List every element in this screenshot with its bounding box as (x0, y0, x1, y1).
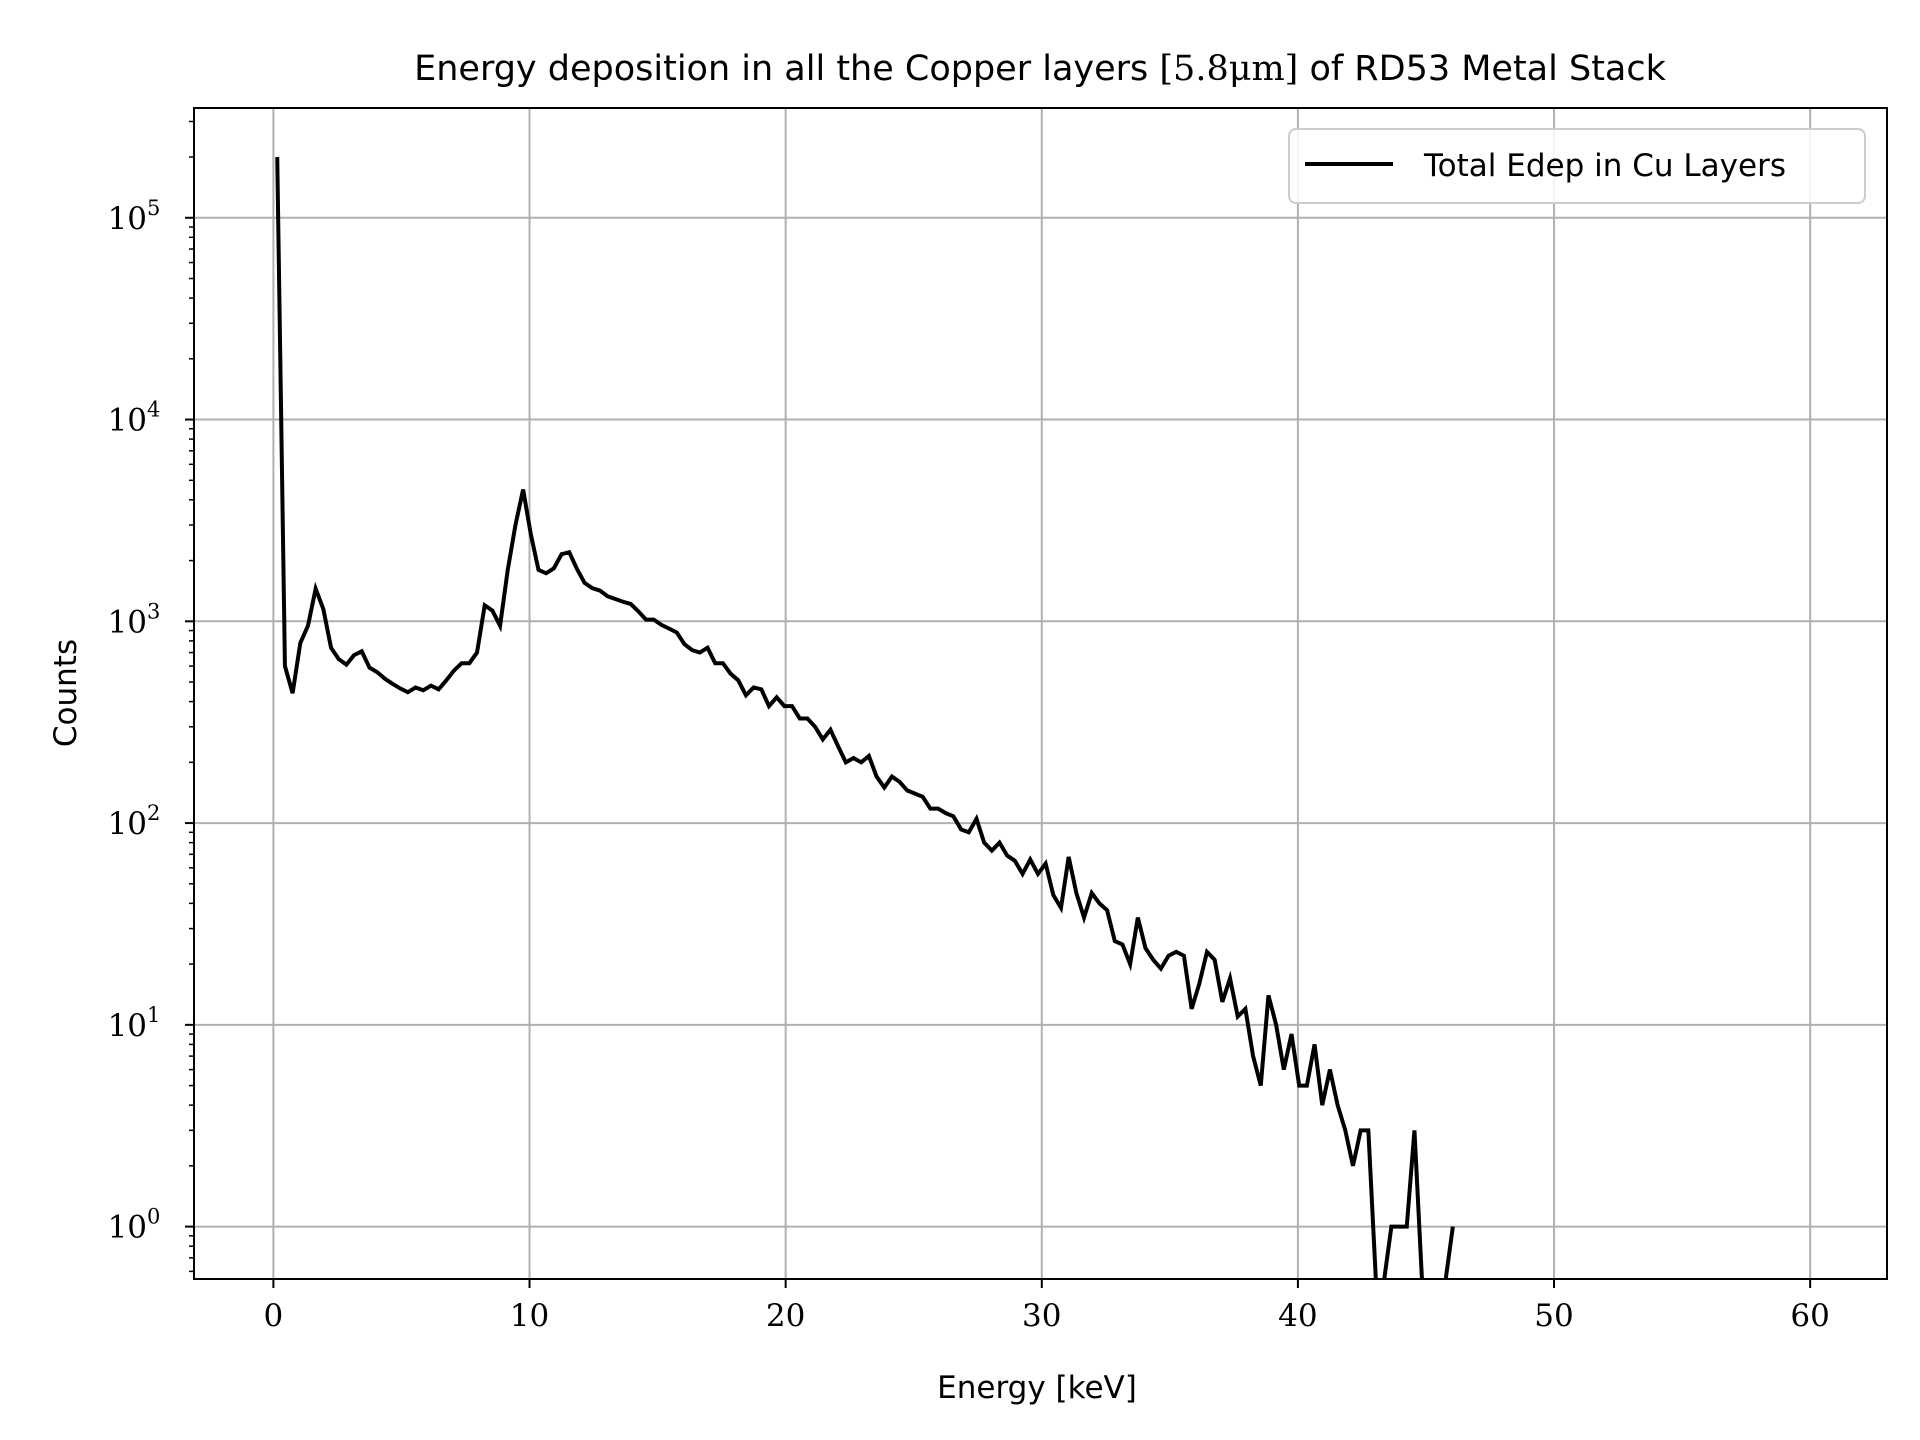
x-tick-label: 40 (1278, 1298, 1317, 1334)
plot-frame (193, 107, 1888, 1280)
x-tick-label: 50 (1534, 1298, 1573, 1334)
x-tick-label: 60 (1790, 1298, 1829, 1334)
legend-label: Total Edep in Cu Layers (1423, 148, 1786, 184)
y-tick-label: 104 (108, 398, 161, 439)
x-tick-label: 10 (510, 1298, 549, 1334)
y-tick-label: 100 (108, 1205, 161, 1246)
x-axis-label: Energy [keV] (937, 1370, 1137, 1406)
y-axis-label: Counts (48, 639, 84, 747)
x-tick-label: 30 (1022, 1298, 1061, 1334)
y-tick-label: 101 (108, 1003, 161, 1044)
y-tick-label: 102 (108, 801, 161, 842)
grid-layer (194, 108, 1887, 1279)
legend: Total Edep in Cu Layers (1288, 128, 1866, 204)
y-tick-label: 103 (108, 599, 161, 640)
major-ticks (185, 216, 1812, 1288)
x-tick-label: 20 (766, 1298, 805, 1334)
legend-box (1288, 128, 1866, 204)
x-tick-labels: 0 10 20 30 40 50 60 (264, 1298, 1830, 1334)
y-tick-label: 105 (108, 196, 161, 237)
series-line (275, 157, 1455, 1279)
chart-title: Energy deposition in all the Copper laye… (414, 49, 1667, 89)
x-tick-label: 0 (264, 1298, 284, 1334)
series-layer (275, 157, 1455, 1279)
y-tick-labels: 100 101 102 103 104 105 (108, 196, 161, 1246)
